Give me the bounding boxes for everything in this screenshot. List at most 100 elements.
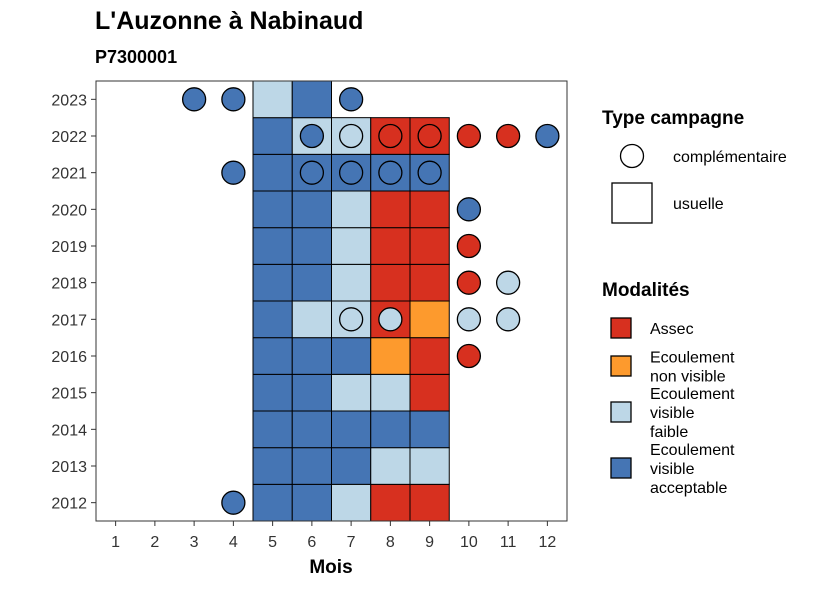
tile-2016-9 [409,337,450,375]
y-axis: 2012 2013 2014 2015 2016 2017 2018 2019 2020 2021… [51,92,96,513]
tile-2018-7 [331,263,372,302]
tile-2016-5 [252,337,293,375]
legend-key-0 [610,317,632,339]
x-tick-label-8: 8 [386,534,395,551]
point-2023-3 [181,87,207,112]
y-tick-label-2020: 2020 [51,202,87,219]
point-2021-4 [221,160,246,185]
tile-2013-7 [331,447,372,485]
tile-2015-9 [409,373,450,412]
legend-usuelle-label: usuelle [673,196,724,213]
point-2023-4 [221,87,246,112]
tile-2012-8 [370,483,411,522]
tile-2013-9 [409,447,450,485]
point-2017-10 [456,307,482,332]
tile-2020-9 [409,190,450,229]
y-tick-label-2018: 2018 [51,276,87,293]
point-2016-10 [456,343,482,369]
tile-2023-5 [252,80,293,119]
tile-2019-9 [409,227,450,265]
tile-2020-7 [331,190,372,229]
chart-subtitle: P7300001 [95,47,177,67]
y-tick-label-2017: 2017 [51,312,87,329]
x-tick-label-12: 12 [538,534,556,551]
point-2021-8 [378,160,403,185]
point-2012-4 [221,490,246,515]
tile-2022-5 [252,117,293,155]
tile-2023-6 [291,80,332,119]
tile-2014-9 [409,410,450,449]
legend-circle-key [619,143,645,169]
tile-2012-6 [291,483,332,522]
tile-2019-5 [252,227,293,265]
point-2022-8 [378,123,403,149]
tile-2012-7 [331,483,372,522]
usuelle-tiles [252,80,450,522]
legend-label-3-1: visible [650,461,695,478]
x-tick-label-2: 2 [150,534,159,551]
tile-2020-6 [291,190,332,229]
point-2017-8 [378,307,403,332]
tile-2013-5 [252,447,293,485]
tile-2015-5 [252,373,293,412]
point-2022-7 [338,123,364,149]
tile-2020-5 [252,190,293,229]
tile-2012-9 [409,483,450,522]
tile-2019-6 [291,227,332,265]
x-tick-label-5: 5 [268,534,277,551]
legend-label-3-0: Ecoulement [650,442,735,459]
x-tick-label-9: 9 [425,534,434,551]
x-tick-label-6: 6 [307,534,316,551]
tile-2019-8 [370,227,411,265]
tile-2017-9 [409,300,450,339]
point-2021-7 [338,160,364,185]
tile-2016-6 [291,337,332,375]
tile-2017-6 [291,300,332,339]
tile-2020-8 [370,190,411,229]
point-2018-10 [456,270,482,295]
tile-2018-5 [252,263,293,302]
x-axis-title: Mois [309,557,352,578]
tile-2022-6 [291,117,332,155]
legend-label-1-1: non visible [650,369,726,386]
point-2020-10 [456,197,482,222]
legend-label-2-1: visible [650,405,695,422]
point-2022-6 [299,123,325,149]
point-2018-11 [495,270,521,295]
x-tick-label-3: 3 [190,534,199,551]
tile-2014-7 [331,410,372,449]
point-2021-6 [299,160,325,185]
point-2023-7 [338,87,364,112]
y-tick-label-2015: 2015 [51,386,87,403]
y-tick-label-2014: 2014 [51,422,87,439]
tile-2015-6 [291,373,332,412]
tile-2014-6 [291,410,332,449]
point-2019-10 [456,233,482,259]
legend-key-1 [610,355,632,377]
legend-label-3-2: acceptable [650,480,727,497]
legend-label-2-2: faible [650,424,688,441]
tile-2018-9 [409,263,450,302]
x-tick-label-4: 4 [229,534,238,551]
point-2017-11 [495,307,521,332]
point-2022-12 [535,123,560,149]
legend-label-1-0: Ecoulement [650,350,735,367]
legend-complementaire-label: complémentaire [673,149,787,166]
tile-2017-5 [252,300,293,339]
legend-label-0-0: Assec [650,321,694,338]
tile-2014-5 [252,410,293,449]
legend-type-campagne: Type campagne complémentaire usuelle [602,108,787,224]
point-2021-9 [417,160,442,185]
complementaire-points [181,87,560,515]
y-tick-label-2021: 2021 [51,166,87,183]
y-tick-label-2012: 2012 [51,496,87,513]
plot-border [95,80,568,522]
tile-2016-7 [331,337,372,375]
y-tick-label-2023: 2023 [51,92,87,109]
tile-2015-7 [331,373,372,412]
point-2022-9 [417,123,442,149]
tile-2018-6 [291,263,332,302]
tile-2016-8 [370,337,411,375]
